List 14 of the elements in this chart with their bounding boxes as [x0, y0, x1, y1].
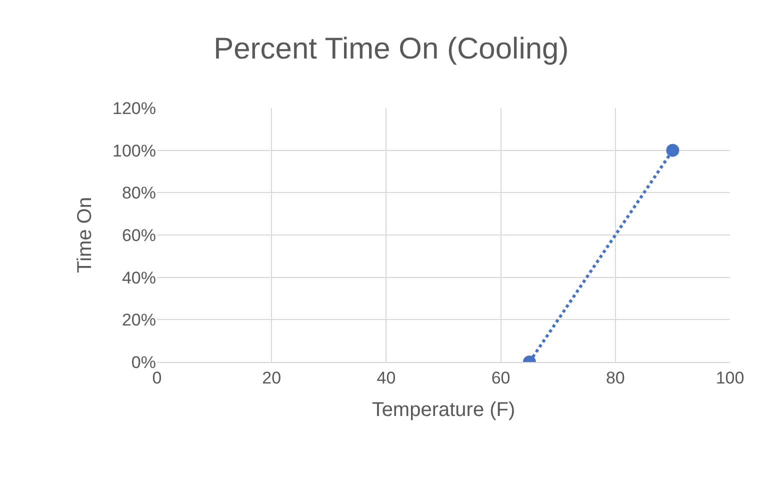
y-tick-label: 60% [122, 226, 156, 245]
x-tick-label: 40 [376, 368, 396, 388]
x-tick-label: 100 [716, 368, 744, 388]
y-tick-label: 40% [122, 268, 156, 288]
x-tick-label: 80 [606, 368, 625, 388]
x-tick-label: 60 [491, 368, 510, 388]
y-tick-label: 100% [112, 141, 156, 160]
x-tick-label: 20 [262, 368, 282, 388]
y-tick-label: 80% [122, 184, 156, 203]
chart-title: Percent Time On (Cooling) [214, 32, 569, 66]
y-tick-label: 120% [112, 98, 156, 118]
y-tick-label: 20% [122, 310, 156, 330]
x-axis-title: Temperature (F) [372, 398, 516, 421]
y-axis-title: Time On [74, 197, 96, 273]
